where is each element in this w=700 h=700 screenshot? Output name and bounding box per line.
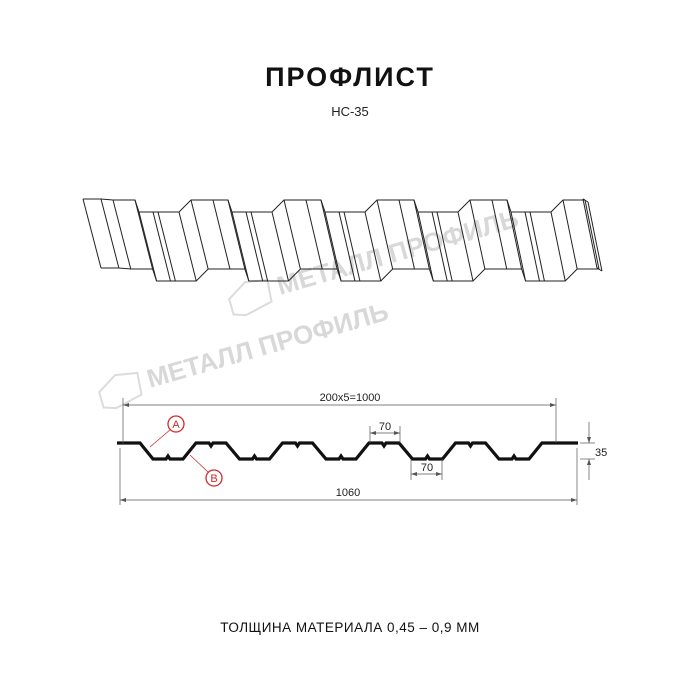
sheet-fold-line (134, 199, 154, 270)
sheet-fold-line (271, 211, 289, 282)
sheet-fold-line (320, 199, 338, 270)
sheet-fold-line (582, 198, 598, 269)
sheet-fold-line (212, 199, 231, 270)
sheet-front-edge (101, 267, 603, 282)
sheet-fold-line (338, 211, 356, 282)
sheet-fold-line (231, 211, 250, 282)
dimension-lines (119, 398, 595, 505)
sheet-3d-view (82, 198, 603, 282)
sheet-fold-line (587, 201, 603, 272)
sheet-fold-line (178, 211, 197, 282)
sheet-fold-line (469, 199, 486, 270)
dim-height: 35 (595, 447, 607, 459)
sheet-fold-line (398, 199, 415, 270)
sheet-fold-line (413, 199, 430, 270)
callout-a: A (149, 415, 185, 448)
sheet-fold-line (190, 199, 209, 270)
watermark-text: МЕТАЛЛ ПРОФИЛЬ (143, 296, 391, 394)
sheet-fold-line (506, 199, 523, 270)
sheet-fold-line (510, 211, 527, 282)
page-title: ПРОФЛИСТ (265, 62, 435, 92)
sheet-fold-line (227, 199, 246, 270)
sheet-fold-line (584, 199, 600, 270)
sheet-fold-line (324, 211, 342, 282)
dim-pitch-total: 200x5=1000 (320, 392, 381, 404)
sheet-fold-line (431, 211, 448, 282)
callout-b-label: B (210, 473, 217, 485)
sheet-back-edge (83, 198, 589, 213)
profile-section (117, 441, 578, 461)
sheet-fold-line (529, 211, 545, 282)
dim-bottom-width: 70 (421, 462, 433, 474)
sheet-fold-line (491, 199, 508, 270)
sheet-fold-line (364, 211, 382, 282)
dimension-arrows (120, 403, 591, 502)
sheet-fold-line (100, 198, 120, 269)
sheet-fold-line (245, 211, 264, 282)
sheet-fold-line (562, 199, 578, 270)
sheet-fold-line (138, 211, 158, 282)
sheet-fold-line (524, 211, 540, 282)
material-thickness: ТОЛЩИНА МАТЕРИАЛА 0,45 – 0,9 ММ (220, 620, 480, 635)
sheet-fold-line (283, 199, 301, 270)
callout-a-label: A (172, 419, 180, 431)
sheet-fold-line (376, 199, 394, 270)
profile-model: НС-35 (331, 104, 369, 119)
dim-top-width: 70 (379, 421, 391, 433)
callout-b: B (189, 454, 223, 487)
sheet-fold-line (457, 211, 474, 282)
sheet-fold-line (417, 211, 434, 282)
dim-full-width: 1060 (336, 487, 360, 499)
sheet-fold-line (550, 211, 566, 282)
profile-line (117, 441, 578, 461)
sheet-fold-line (343, 211, 361, 282)
sheet-fold-line (157, 211, 176, 282)
sheet-fold-line (82, 198, 102, 269)
sheet-fold-line (436, 211, 453, 282)
sheet-fold-line (250, 211, 269, 282)
sheet-fold-line (152, 211, 171, 282)
sheet-fold-line (112, 199, 132, 270)
sheet-fold-line (305, 199, 323, 270)
